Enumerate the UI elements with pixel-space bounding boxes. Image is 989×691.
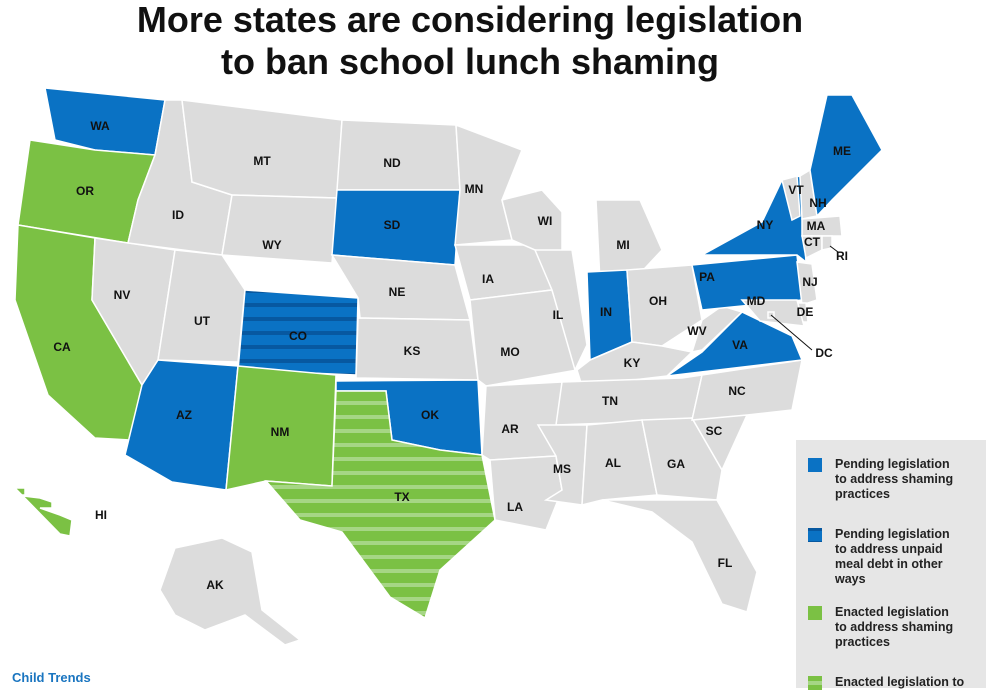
legend-label: to address unpaid — [835, 542, 943, 556]
state-label: DE — [797, 305, 814, 319]
state-label: IL — [553, 308, 564, 322]
state-label: ND — [383, 156, 401, 170]
state-label: AZ — [176, 408, 192, 422]
state-label: FL — [718, 556, 733, 570]
state — [641, 417, 723, 501]
legend-label: Pending legislation — [835, 457, 950, 471]
state-label: OK — [421, 408, 439, 422]
title: to ban school lunch shaming — [221, 41, 719, 82]
state-label: MS — [553, 462, 571, 476]
leader-line — [829, 245, 839, 253]
state — [781, 175, 801, 222]
state — [581, 419, 658, 506]
legend-label: to address shaming — [835, 472, 953, 486]
state-label: CT — [804, 235, 821, 249]
state-label: IA — [482, 272, 494, 286]
state-label: NC — [728, 384, 746, 398]
legend-label: meal debt in other — [835, 557, 943, 571]
state-label: OH — [649, 294, 667, 308]
state-label: WI — [538, 214, 553, 228]
state-label: VT — [788, 183, 804, 197]
legend-label: practices — [835, 487, 890, 501]
state-label: MN — [465, 182, 484, 196]
state-label: WA — [90, 119, 110, 133]
state — [533, 249, 588, 373]
state — [666, 311, 804, 377]
state-label: TN — [602, 394, 618, 408]
state — [469, 289, 578, 387]
state-label: RI — [836, 249, 848, 263]
state — [13, 487, 73, 537]
legend-swatch — [808, 458, 822, 472]
state-label: NH — [809, 196, 826, 210]
state-label: CA — [53, 340, 71, 354]
state-label: ME — [833, 144, 851, 158]
state-label: KS — [404, 344, 421, 358]
legend-label: ways — [834, 572, 866, 586]
state — [264, 390, 496, 620]
legend-swatch — [808, 606, 822, 620]
state-label: LA — [507, 500, 523, 514]
title: More states are considering legislation — [137, 0, 803, 40]
state — [336, 119, 461, 191]
state-label: KY — [624, 356, 641, 370]
legend-label: Enacted legislation to — [835, 675, 965, 689]
state-label: MT — [253, 154, 271, 168]
legend-label: Pending legislation — [835, 527, 950, 541]
state-label: MI — [616, 238, 629, 252]
state — [601, 499, 758, 613]
state-label: AR — [501, 422, 519, 436]
state-label: TX — [394, 490, 409, 504]
legend-box — [796, 440, 986, 688]
state-label: UT — [194, 314, 211, 328]
state — [796, 261, 818, 307]
state-label: AK — [206, 578, 224, 592]
legend-label: practices — [835, 635, 890, 649]
legend-swatch — [808, 528, 822, 542]
state-label: SC — [706, 424, 723, 438]
legend-label: to address shaming — [835, 620, 953, 634]
state-label: CO — [289, 329, 307, 343]
state — [801, 215, 843, 237]
source: Child Trends — [12, 670, 91, 685]
state — [481, 381, 563, 461]
state-label: IN — [600, 305, 612, 319]
leader-line — [770, 314, 813, 351]
state-label: MA — [807, 219, 826, 233]
state — [595, 199, 663, 283]
state — [489, 455, 563, 531]
state-label: NM — [271, 425, 290, 439]
state-label: WY — [262, 238, 281, 252]
legend-label: Enacted legislation — [835, 605, 949, 619]
state-label: SD — [384, 218, 401, 232]
state — [821, 235, 833, 251]
state — [181, 99, 343, 199]
state-label: ID — [172, 208, 184, 222]
state-label: GA — [667, 457, 685, 471]
state-label: OR — [76, 184, 94, 198]
state-label: VA — [732, 338, 748, 352]
state — [555, 374, 703, 426]
state — [690, 305, 744, 353]
state-label: NE — [389, 285, 406, 299]
state-label: NY — [757, 218, 774, 232]
legend-swatch — [808, 676, 822, 690]
state-label: AL — [605, 456, 621, 470]
state-label: WV — [687, 324, 706, 338]
state-label: DC — [815, 346, 833, 360]
state — [159, 537, 302, 646]
state — [221, 194, 338, 264]
state-label: PA — [699, 270, 715, 284]
state-label: HI — [95, 508, 107, 522]
state-label: NV — [114, 288, 131, 302]
state — [626, 264, 703, 347]
state — [809, 94, 883, 218]
state-label: NJ — [802, 275, 817, 289]
state-label: MO — [500, 345, 519, 359]
state-label: MD — [747, 294, 766, 308]
